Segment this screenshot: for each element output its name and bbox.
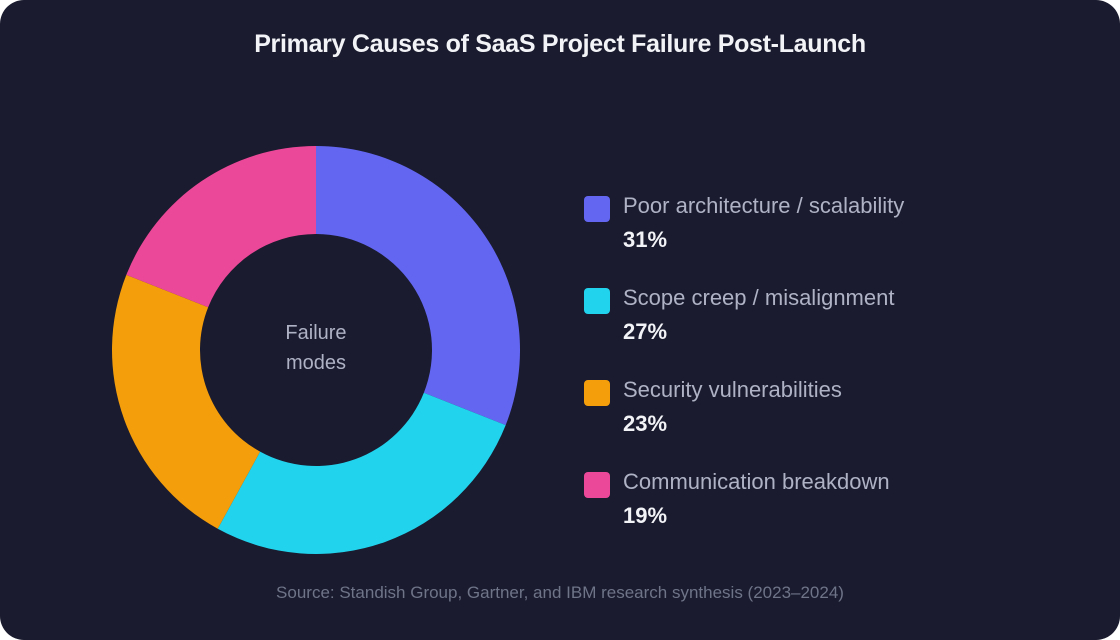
donut-slice-1: [316, 146, 521, 426]
legend-label: Poor architecture / scalability: [623, 193, 905, 218]
legend-item: Security vulnerabilities 23%: [584, 376, 1084, 468]
legend: Poor architecture / scalability 31% Scop…: [584, 192, 1084, 560]
donut-center-label: Failure modes: [236, 318, 396, 378]
legend-swatch: [584, 472, 610, 498]
legend-label: Security vulnerabilities: [623, 377, 842, 402]
chart-title: Primary Causes of SaaS Project Failure P…: [254, 30, 866, 58]
legend-item: Communication breakdown 19%: [584, 468, 1084, 560]
legend-label: Scope creep / misalignment: [623, 285, 895, 310]
donut-slice-4: [126, 146, 317, 308]
legend-value: 31%: [623, 227, 668, 252]
legend-value: 27%: [623, 319, 668, 344]
legend-value: 23%: [623, 411, 668, 436]
legend-value: 19%: [623, 503, 668, 528]
legend-item: Poor architecture / scalability 31%: [584, 192, 1084, 284]
legend-label: Communication breakdown: [623, 469, 890, 494]
legend-item: Scope creep / misalignment 27%: [584, 284, 1084, 376]
donut-slice-3: [112, 274, 261, 529]
center-label-line2: modes: [285, 352, 347, 374]
center-label-line1: Failure: [285, 322, 347, 344]
legend-swatch: [584, 196, 610, 222]
donut-slice-2: [217, 392, 506, 554]
legend-swatch: [584, 380, 610, 406]
source-note: Source: Standish Group, Gartner, and IBM…: [276, 583, 844, 602]
legend-swatch: [584, 288, 610, 314]
